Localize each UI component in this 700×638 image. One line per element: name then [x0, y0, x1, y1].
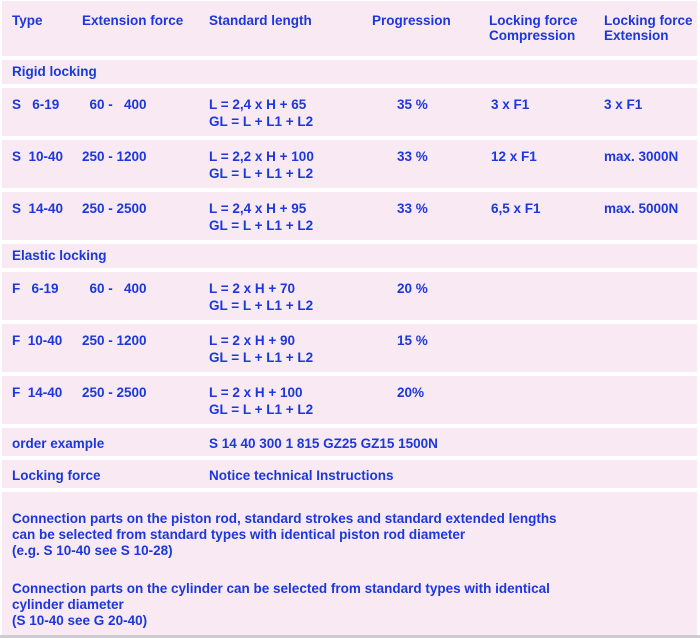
col-header-extension-force: Extension force [82, 13, 184, 28]
standard-length-line2: GL = L + L1 + L2 [209, 114, 314, 129]
progression-cell: 20 % [397, 281, 428, 296]
standard-length-line2: GL = L + L1 + L2 [209, 350, 314, 365]
standard-length-line1: L = 2,2 x H + 100 [209, 149, 314, 164]
order-example-value: S 14 40 300 1 815 GZ25 GZ15 1500N [209, 436, 438, 451]
standard-length-line1: L = 2 x H + 90 [209, 333, 296, 348]
note-cylinder: Connection parts on the cylinder can be … [12, 581, 550, 628]
locking-compression-cell: 6,5 x F1 [491, 201, 541, 216]
extension-force-cell: 250 - 1200 [82, 333, 147, 348]
progression-cell: 35 % [397, 97, 428, 112]
standard-length-cell: L = 2,4 x H + 65 GL = L + L1 + L2 [207, 96, 372, 130]
table-row: S 6-19 60 - 400 L = 2,4 x H + 65 GL = L … [2, 88, 697, 136]
locking-extension-cell: max. 5000N [604, 201, 679, 216]
progression-cell: 15 % [397, 333, 428, 348]
type-cell: F 6-19 [12, 281, 59, 296]
standard-length-line1: L = 2,4 x H + 95 [209, 201, 307, 216]
order-example-row: order example S 14 40 300 1 815 GZ25 GZ1… [2, 428, 697, 456]
col-header-standard-length: Standard length [209, 13, 312, 28]
standard-length-cell: L = 2 x H + 70 GL = L + L1 + L2 [207, 280, 372, 314]
footer-notes: Connection parts on the piston rod, stan… [2, 492, 697, 638]
locking-extension-cell [602, 280, 697, 314]
page-bottom-edge [0, 635, 700, 638]
table-row: F 10-40 250 - 1200 L = 2 x H + 90 GL = L… [2, 324, 697, 372]
table-row: S 14-40 250 - 2500 L = 2,4 x H + 95 GL =… [2, 192, 697, 240]
table-header-row: Type Extension force Standard length Pro… [2, 1, 697, 56]
type-cell: S 6-19 [12, 97, 60, 112]
standard-length-line2: GL = L + L1 + L2 [209, 402, 314, 417]
locking-compression-cell: 12 x F1 [491, 149, 537, 164]
standard-length-line2: GL = L + L1 + L2 [209, 218, 314, 233]
extension-force-cell: 250 - 2500 [82, 385, 147, 400]
locking-compression-cell: 3 x F1 [491, 97, 530, 112]
progression-cell: 33 % [397, 149, 428, 164]
locking-extension-cell: max. 3000N [604, 149, 679, 164]
col-header-progression: Progression [372, 13, 451, 28]
type-cell: S 14-40 [12, 201, 64, 216]
progression-cell: 20% [397, 385, 425, 400]
table-row: F 6-19 60 - 400 L = 2 x H + 70 GL = L + … [2, 272, 697, 320]
table-row: F 14-40 250 - 2500 L = 2 x H + 100 GL = … [2, 376, 697, 424]
locking-compression-cell [489, 332, 602, 366]
standard-length-cell: L = 2 x H + 90 GL = L + L1 + L2 [207, 332, 372, 366]
standard-length-cell: L = 2,2 x H + 100 GL = L + L1 + L2 [207, 148, 372, 182]
standard-length-line1: L = 2 x H + 70 [209, 281, 296, 296]
standard-length-line1: L = 2 x H + 100 [209, 385, 303, 400]
locking-force-label: Locking force [12, 468, 101, 483]
table-row: S 10-40 250 - 1200 L = 2,2 x H + 100 GL … [2, 140, 697, 188]
extension-force-cell: 60 - 400 [82, 97, 147, 112]
note-piston-rod: Connection parts on the piston rod, stan… [12, 511, 557, 558]
locking-compression-cell [489, 384, 602, 418]
col-header-locking-force-extension: Locking force Extension [604, 13, 693, 43]
section-header-rigid-locking: Rigid locking [2, 60, 697, 84]
type-cell: F 14-40 [12, 385, 63, 400]
locking-force-row: Locking force Notice technical Instructi… [2, 460, 697, 488]
type-cell: S 10-40 [12, 149, 64, 164]
extension-force-cell: 250 - 1200 [82, 149, 147, 164]
progression-cell: 33 % [397, 201, 428, 216]
standard-length-cell: L = 2,4 x H + 95 GL = L + L1 + L2 [207, 200, 372, 234]
order-example-label: order example [12, 436, 105, 451]
locking-extension-cell [602, 384, 697, 418]
locking-extension-cell: 3 x F1 [604, 97, 643, 112]
type-cell: F 10-40 [12, 333, 63, 348]
section-header-elastic-locking: Elastic locking [2, 244, 697, 268]
standard-length-cell: L = 2 x H + 100 GL = L + L1 + L2 [207, 384, 372, 418]
standard-length-line2: GL = L + L1 + L2 [209, 298, 314, 313]
locking-force-value: Notice technical Instructions [209, 468, 394, 483]
col-header-locking-force-compression: Locking force Compression [489, 13, 578, 43]
col-header-type: Type [12, 13, 43, 28]
standard-length-line2: GL = L + L1 + L2 [209, 166, 314, 181]
extension-force-cell: 60 - 400 [82, 281, 147, 296]
locking-compression-cell [489, 280, 602, 314]
standard-length-line1: L = 2,4 x H + 65 [209, 97, 307, 112]
extension-force-cell: 250 - 2500 [82, 201, 147, 216]
locking-extension-cell [602, 332, 697, 366]
